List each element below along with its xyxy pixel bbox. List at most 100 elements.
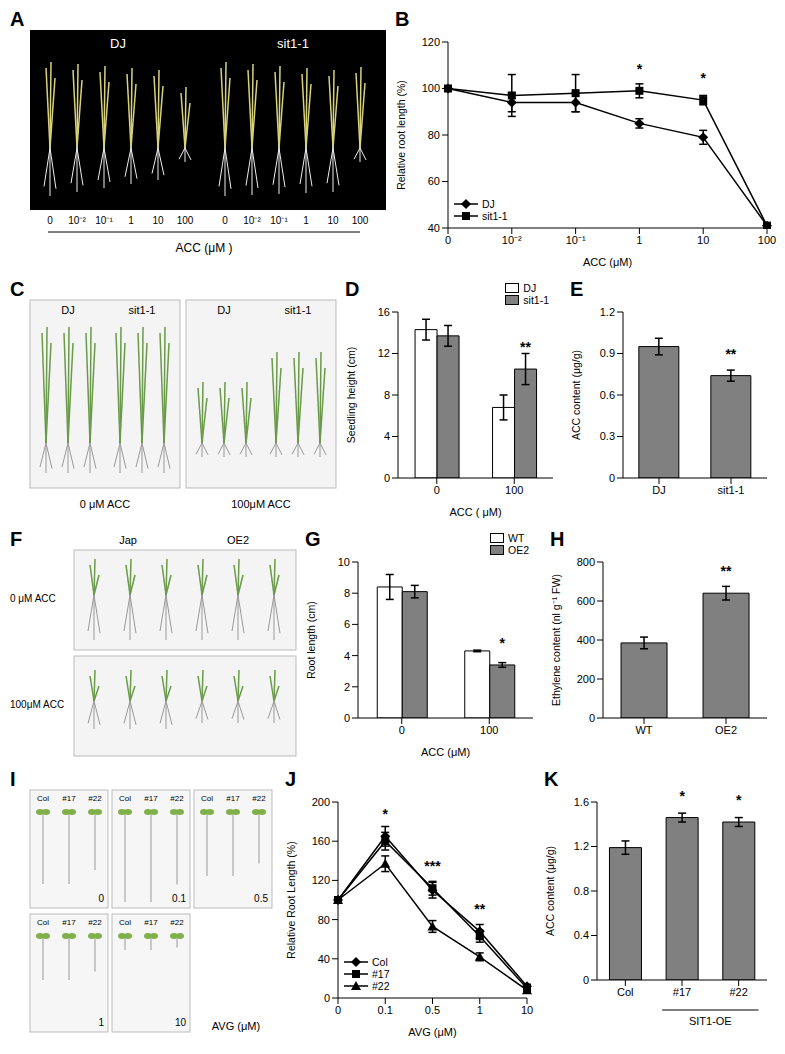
svg-text:0.5: 0.5 (254, 893, 268, 904)
svg-text:**: ** (520, 339, 531, 355)
svg-text:100μM ACC: 100μM ACC (10, 699, 64, 710)
svg-text:**: ** (725, 346, 736, 362)
svg-text:SIT1-OE: SIT1-OE (689, 1015, 732, 1027)
svg-text:10⁻¹: 10⁻¹ (270, 215, 288, 226)
svg-text:Relative root length (%): Relative root length (%) (395, 80, 407, 190)
svg-text:100: 100 (177, 215, 194, 226)
svg-text:100: 100 (422, 82, 440, 94)
svg-text:100: 100 (352, 215, 369, 226)
svg-text:#22: #22 (88, 794, 102, 803)
svg-text:0: 0 (384, 472, 390, 484)
svg-text:#22: #22 (729, 986, 747, 998)
svg-text:Col: Col (119, 794, 131, 803)
svg-text:100: 100 (758, 234, 776, 246)
svg-text:DJ: DJ (217, 304, 230, 316)
svg-text:ACC content (μg/g): ACC content (μg/g) (570, 350, 582, 440)
svg-text:AVG (μM): AVG (μM) (408, 1026, 456, 1038)
svg-text:0: 0 (222, 215, 228, 226)
svg-text:Col: Col (37, 794, 49, 803)
svg-text:OE2: OE2 (227, 534, 249, 546)
svg-text:DJ: DJ (61, 304, 74, 316)
svg-text:ACC (μM): ACC (μM) (421, 746, 470, 758)
svg-text:AVG (μM): AVG (μM) (212, 1020, 260, 1032)
svg-text:sit1-1: sit1-1 (285, 304, 312, 316)
svg-text:10⁻²: 10⁻² (502, 234, 522, 246)
svg-text:Root length (cm): Root length (cm) (305, 601, 317, 679)
svg-text:1: 1 (98, 1017, 104, 1028)
svg-text:ACC (μM): ACC (μM) (583, 256, 632, 268)
svg-text:0: 0 (445, 234, 451, 246)
svg-text:*: * (637, 61, 643, 77)
svg-text:10⁻¹: 10⁻¹ (566, 234, 586, 246)
svg-text:8: 8 (344, 587, 350, 599)
svg-text:Col: Col (201, 794, 213, 803)
svg-text:120: 120 (422, 36, 440, 48)
svg-text:0.3: 0.3 (600, 430, 615, 442)
svg-text:8: 8 (384, 389, 390, 401)
svg-text:#22: #22 (88, 918, 102, 927)
svg-text:4: 4 (384, 430, 390, 442)
svg-text:0.6: 0.6 (600, 389, 615, 401)
svg-text:100: 100 (505, 484, 523, 496)
svg-text:200: 200 (577, 673, 595, 685)
svg-text:200: 200 (312, 796, 330, 808)
svg-text:#22: #22 (170, 918, 184, 927)
svg-text:Relative Root Length (%): Relative Root Length (%) (285, 841, 297, 958)
svg-text:0: 0 (98, 893, 104, 904)
svg-text:Seedling height (cm): Seedling height (cm) (345, 347, 357, 443)
svg-text:ACC content (μg/g): ACC content (μg/g) (544, 846, 556, 936)
svg-text:**: ** (474, 901, 485, 917)
svg-text:DJ: DJ (110, 36, 126, 51)
svg-text:10⁻²: 10⁻² (243, 215, 261, 226)
svg-text:*: * (736, 792, 742, 808)
svg-text:1: 1 (303, 215, 309, 226)
svg-text:OE2: OE2 (715, 724, 737, 736)
svg-text:1: 1 (636, 234, 642, 246)
svg-text:10: 10 (338, 556, 350, 568)
svg-text:0.4: 0.4 (574, 929, 589, 941)
svg-text:80: 80 (428, 129, 440, 141)
svg-text:16: 16 (378, 306, 390, 318)
svg-text:sit1-1: sit1-1 (277, 36, 309, 51)
svg-text:0: 0 (609, 472, 615, 484)
svg-text:0.1: 0.1 (172, 893, 186, 904)
svg-text:100: 100 (480, 724, 498, 736)
svg-text:2: 2 (344, 681, 350, 693)
svg-text:40: 40 (318, 953, 330, 965)
svg-text:400: 400 (577, 634, 595, 646)
svg-text:Col: Col (617, 986, 634, 998)
svg-text:ACC (μM ): ACC (μM ) (176, 241, 233, 255)
svg-text:sit1-1: sit1-1 (129, 304, 156, 316)
svg-text:4: 4 (344, 650, 350, 662)
svg-text:10⁻¹: 10⁻¹ (95, 215, 113, 226)
svg-text:0: 0 (399, 724, 405, 736)
svg-text:Col: Col (119, 918, 131, 927)
svg-text:1.2: 1.2 (574, 840, 589, 852)
svg-text:#22: #22 (170, 794, 184, 803)
svg-text:DJ: DJ (652, 484, 665, 496)
svg-text:1: 1 (128, 215, 134, 226)
svg-text:10: 10 (521, 1004, 533, 1016)
svg-text:600: 600 (577, 595, 595, 607)
svg-text:Jap: Jap (119, 534, 137, 546)
svg-text:60: 60 (428, 175, 440, 187)
svg-text:0.9: 0.9 (600, 347, 615, 359)
svg-text:40: 40 (428, 222, 440, 234)
svg-text:100μM ACC: 100μM ACC (231, 498, 291, 510)
svg-text:*: * (700, 70, 706, 86)
svg-text:#17: #17 (144, 794, 158, 803)
svg-text:0: 0 (434, 484, 440, 496)
svg-text:*: * (500, 635, 506, 651)
svg-text:1.6: 1.6 (574, 796, 589, 808)
svg-text:Col: Col (37, 918, 49, 927)
svg-text:10: 10 (697, 234, 709, 246)
svg-text:sit1-1: sit1-1 (718, 484, 745, 496)
svg-text:#17: #17 (62, 918, 76, 927)
svg-text:#17: #17 (62, 794, 76, 803)
svg-text:0: 0 (344, 712, 350, 724)
svg-text:120: 120 (312, 874, 330, 886)
svg-text:12: 12 (378, 347, 390, 359)
svg-text:160: 160 (312, 835, 330, 847)
svg-text:0 μM ACC: 0 μM ACC (80, 498, 130, 510)
svg-text:**: ** (721, 563, 732, 579)
